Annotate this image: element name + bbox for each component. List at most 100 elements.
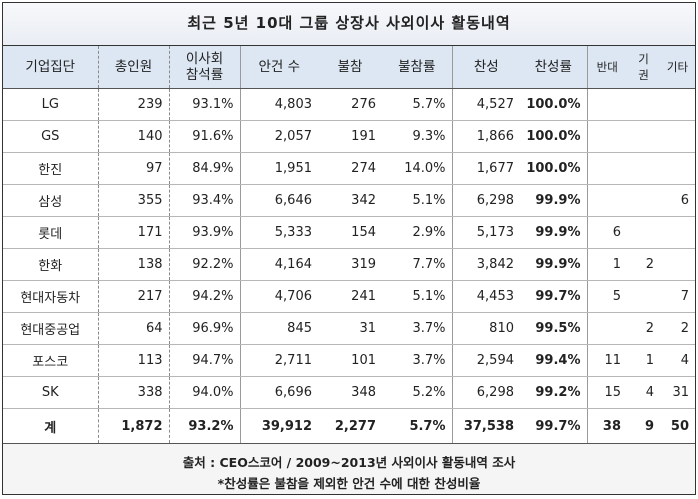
cell-members: 171 <box>98 216 170 249</box>
cell-other <box>660 120 695 153</box>
cell-abstain <box>627 88 660 121</box>
header-absent: 불참 <box>318 46 382 89</box>
cell-attendance: 96.9% <box>169 312 241 345</box>
cell-approve-rate: 100.0% <box>520 120 588 153</box>
cell-group: 계 <box>3 408 99 444</box>
header-agenda: 안건 수 <box>240 46 318 89</box>
cell-absent: 276 <box>318 88 382 121</box>
table-row: 현대자동차 217 94.2% 4,706 241 5.1% 4,453 99.7% 5 7 <box>3 280 695 313</box>
cell-abstain: 2 <box>627 312 660 345</box>
cell-absent-rate: 2.9% <box>382 216 453 249</box>
cell-members: 138 <box>98 248 170 281</box>
cell-oppose <box>587 88 627 121</box>
cell-absent: 241 <box>318 280 382 313</box>
cell-other: 50 <box>660 408 695 444</box>
total-row: 계 1,872 93.2% 39,912 2,277 5.7% 37,538 99.7% 38 9… <box>3 408 695 444</box>
table-row: 롯데 171 93.9% 5,333 154 2.9% 5,173 99.9% 6 <box>3 216 695 249</box>
cell-agenda: 4,706 <box>240 280 318 313</box>
cell-approve-rate: 99.9% <box>520 184 588 217</box>
cell-oppose: 5 <box>587 280 627 313</box>
cell-attendance: 92.2% <box>169 248 241 281</box>
cell-absent: 191 <box>318 120 382 153</box>
cell-approve: 1,866 <box>452 120 520 153</box>
cell-group: 한화 <box>3 248 99 281</box>
header-oppose: 반대 <box>587 46 627 89</box>
table-row: 한화 138 92.2% 4,164 319 7.7% 3,842 99.9% 1 2 <box>3 248 695 281</box>
cell-other: 2 <box>660 312 695 345</box>
cell-absent: 348 <box>318 376 382 409</box>
cell-agenda: 1,951 <box>240 152 318 185</box>
cell-agenda: 6,696 <box>240 376 318 409</box>
cell-approve-rate: 99.9% <box>520 248 588 281</box>
header-group: 기업집단 <box>3 46 99 89</box>
cell-oppose: 1 <box>587 248 627 281</box>
cell-members: 97 <box>98 152 170 185</box>
cell-approve-rate: 99.9% <box>520 216 588 249</box>
cell-absent: 2,277 <box>318 408 382 444</box>
cell-members: 355 <box>98 184 170 217</box>
cell-absent-rate: 3.7% <box>382 312 453 345</box>
cell-absent-rate: 5.7% <box>382 88 453 121</box>
cell-group: 현대자동차 <box>3 280 99 313</box>
header-attendance: 이사회 참석률 <box>169 46 241 89</box>
table-row: GS 140 91.6% 2,057 191 9.3% 1,866 100.0% <box>3 120 695 153</box>
cell-approve: 5,173 <box>452 216 520 249</box>
cell-approve: 1,677 <box>452 152 520 185</box>
cell-other <box>660 152 695 185</box>
table-row: 삼성 355 93.4% 6,646 342 5.1% 6,298 99.9% 6 <box>3 184 695 217</box>
cell-other: 4 <box>660 344 695 377</box>
cell-absent: 31 <box>318 312 382 345</box>
cell-attendance: 93.4% <box>169 184 241 217</box>
header-abstain: 기권 <box>627 46 660 89</box>
cell-oppose: 11 <box>587 344 627 377</box>
cell-abstain: 2 <box>627 248 660 281</box>
cell-other <box>660 248 695 281</box>
cell-agenda: 4,164 <box>240 248 318 281</box>
cell-members: 1,872 <box>98 408 170 444</box>
cell-other: 7 <box>660 280 695 313</box>
cell-approve: 4,527 <box>452 88 520 121</box>
table-row: 포스코 113 94.7% 2,711 101 3.7% 2,594 99.4% 11 1 4 <box>3 344 695 377</box>
header-members: 총인원 <box>98 46 170 89</box>
table-body: LG 239 93.1% 4,803 276 5.7% 4,527 100.0% GS 140 91… <box>3 88 695 444</box>
cell-oppose: 15 <box>587 376 627 409</box>
cell-group: 현대중공업 <box>3 312 99 345</box>
cell-approve: 4,453 <box>452 280 520 313</box>
cell-oppose: 6 <box>587 216 627 249</box>
table-row: 한진 97 84.9% 1,951 274 14.0% 1,677 100.0% <box>3 152 695 185</box>
table-title: 최근 5년 10대 그룹 상장사 사외이사 활동내역 <box>3 3 695 46</box>
cell-approve: 6,298 <box>452 184 520 217</box>
cell-approve-rate: 99.7% <box>520 280 588 313</box>
cell-approve-rate: 99.5% <box>520 312 588 345</box>
header-attendance-line1: 이사회 <box>185 51 224 67</box>
header-approve-rate: 찬성률 <box>520 46 588 89</box>
cell-other <box>660 88 695 121</box>
cell-approve: 810 <box>452 312 520 345</box>
table-row: LG 239 93.1% 4,803 276 5.7% 4,527 100.0% <box>3 88 695 121</box>
cell-approve: 37,538 <box>452 408 520 444</box>
cell-oppose <box>587 152 627 185</box>
header-row: 기업집단 총인원 이사회 참석률 안건 수 불참 불참률 찬성 찬성률 반대 기권… <box>3 46 695 89</box>
cell-abstain: 4 <box>627 376 660 409</box>
cell-oppose: 38 <box>587 408 627 444</box>
cell-attendance: 91.6% <box>169 120 241 153</box>
cell-group: 삼성 <box>3 184 99 217</box>
footer: 출처 : CEO스코어 / 2009~2013년 사외이사 활동내역 조사 *찬… <box>3 444 695 494</box>
cell-group: 포스코 <box>3 344 99 377</box>
cell-approve: 3,842 <box>452 248 520 281</box>
cell-approve: 6,298 <box>452 376 520 409</box>
cell-absent-rate: 7.7% <box>382 248 453 281</box>
footer-note: *찬성률은 불참을 제외한 안건 수에 대한 찬성비율 <box>217 476 481 491</box>
cell-absent-rate: 5.1% <box>382 280 453 313</box>
cell-absent: 274 <box>318 152 382 185</box>
header-attendance-line2: 참석률 <box>185 67 224 83</box>
cell-abstain: 9 <box>627 408 660 444</box>
cell-absent-rate: 14.0% <box>382 152 453 185</box>
cell-abstain <box>627 184 660 217</box>
cell-members: 113 <box>98 344 170 377</box>
cell-group: 롯데 <box>3 216 99 249</box>
cell-group: SK <box>3 376 99 409</box>
cell-other: 31 <box>660 376 695 409</box>
cell-oppose <box>587 312 627 345</box>
